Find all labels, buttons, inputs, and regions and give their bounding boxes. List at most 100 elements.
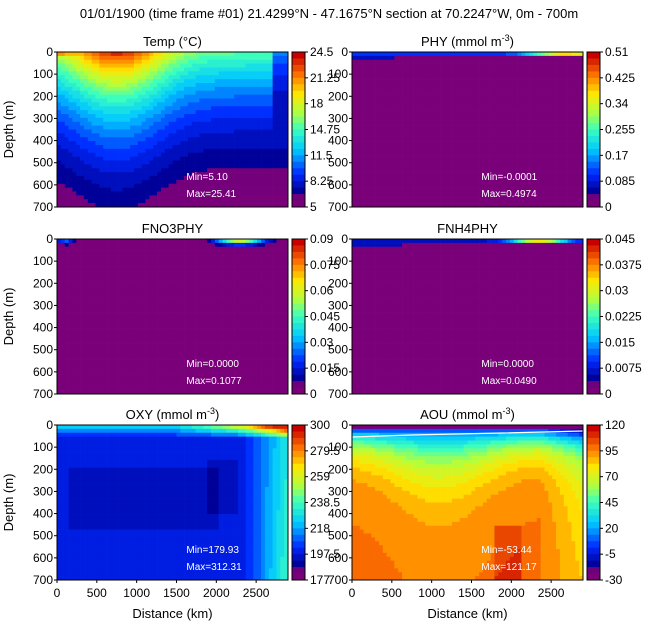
phy-cell (529, 191, 534, 196)
phy-cell (444, 129, 449, 134)
temp-cell (168, 121, 173, 126)
phy-cell (498, 199, 503, 204)
phy-cell (490, 199, 495, 204)
temp-cell (91, 125, 96, 130)
temp-cell (253, 203, 258, 208)
temp-cell (218, 102, 223, 107)
temp-cell (72, 79, 77, 84)
phy-cell (521, 199, 526, 204)
phy-cell (448, 183, 453, 188)
phy-cell (475, 176, 480, 181)
temp-cell (72, 133, 77, 138)
temp-cell (149, 176, 154, 181)
phy-cell (506, 137, 511, 142)
phy-cell (375, 179, 380, 185)
phy-cell (382, 59, 387, 64)
phy-cell (529, 168, 534, 173)
phy-cell (429, 129, 434, 134)
phy-cell (425, 117, 430, 123)
temp-cell (137, 164, 143, 169)
temp-cell (184, 195, 189, 200)
phy-cell (378, 121, 384, 126)
temp-cell (95, 183, 100, 188)
temp-cell (118, 98, 123, 103)
phy-cell (498, 67, 503, 72)
phy-cell (532, 145, 538, 150)
temp-cell (191, 129, 196, 134)
temp-cell (253, 168, 258, 173)
temp-cell (99, 86, 104, 92)
temp-cell (99, 164, 104, 169)
temp-cell (141, 141, 146, 146)
phy-cell (567, 94, 572, 99)
temp-cell (99, 125, 104, 130)
phy-cell (563, 59, 568, 64)
temp-cell (137, 121, 143, 126)
phy-cell (559, 86, 565, 92)
temp-cell (145, 137, 150, 142)
phy-cell (552, 102, 557, 107)
phy-cell (467, 156, 472, 161)
phy-cell (559, 172, 565, 177)
phy-cell (390, 125, 395, 130)
phy-cell (425, 164, 430, 169)
temp-cell (145, 98, 150, 103)
phy-cell (390, 199, 395, 204)
temp-cell (95, 148, 100, 154)
temp-cell (99, 71, 104, 76)
phy-cell (371, 106, 376, 111)
phy-cell (490, 59, 495, 64)
temp-cell (264, 121, 270, 126)
temp-cell (83, 102, 89, 107)
phy-cell (575, 156, 580, 161)
phy-cell (490, 129, 495, 134)
phy-cell (494, 164, 499, 169)
phy-cell (455, 203, 461, 208)
phy-cell (371, 191, 376, 196)
phy-cell (544, 110, 549, 115)
temp-cell (57, 133, 62, 138)
phy-cell (475, 55, 480, 61)
phy-cell (429, 71, 434, 76)
phy-cell (405, 191, 411, 196)
temp-cell (91, 106, 96, 111)
temp-cell (211, 191, 216, 196)
temp-cell (264, 114, 270, 119)
temp-cell (64, 187, 69, 192)
temp-cell (57, 199, 62, 204)
phy-cell (532, 94, 538, 99)
temp-cell (110, 110, 116, 115)
temp-cell (237, 63, 243, 68)
phy-cell (448, 117, 453, 123)
temp-cell (280, 83, 285, 88)
phy-cell (421, 137, 426, 142)
phy-cell (448, 90, 453, 95)
phy-cell (467, 129, 472, 134)
phy-cell (475, 75, 480, 80)
phy-cell (532, 129, 538, 134)
phy-cell (552, 168, 557, 173)
temp-cell (68, 141, 73, 146)
phy-cell (509, 129, 515, 134)
temp-cell (176, 137, 181, 142)
temp-cell (168, 195, 173, 200)
temp-cell (107, 160, 112, 165)
temp-cell (191, 145, 196, 150)
temp-cell (126, 176, 131, 181)
temp-cell (226, 117, 231, 123)
temp-cell (253, 83, 258, 88)
fno3phy-cell (126, 239, 131, 244)
phy-cell (513, 133, 518, 138)
phy-cell (444, 98, 449, 103)
temp-cell (99, 203, 104, 208)
phy-cell (486, 183, 491, 188)
phy-cell (463, 137, 468, 142)
temp-colorbar-swatch (292, 116, 305, 124)
phy-cell (355, 199, 361, 204)
temp-cell (214, 121, 220, 126)
temp-cell (272, 52, 277, 57)
phy-cell (455, 168, 461, 173)
phy-cell (567, 83, 572, 88)
temp-cell (272, 98, 277, 103)
